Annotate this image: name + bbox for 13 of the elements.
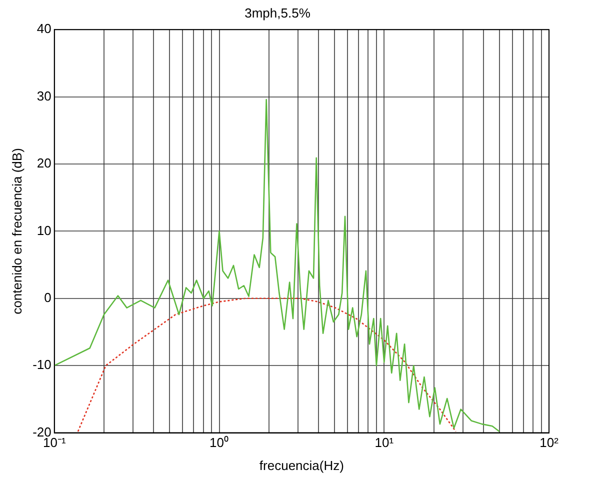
y-tick-label: 20 (36, 156, 52, 171)
x-tick-label: 10⁰ (210, 435, 229, 450)
y-tick-label: -10 (32, 357, 52, 372)
y-axis-title: contenido en frecuencia (dB) (9, 148, 24, 314)
x-tick-label: 10² (540, 435, 560, 450)
x-tick-label: 10¹ (374, 435, 394, 450)
y-tick-label: 0 (44, 290, 52, 305)
y-tick-label: -20 (32, 424, 52, 440)
x-axis-title: frecuencia(Hz) (259, 458, 344, 473)
chart-title: 3mph,5.5% (244, 5, 311, 20)
y-tick-label: 10 (36, 222, 52, 238)
y-tick-label: 30 (36, 88, 52, 104)
y-tick-label: 40 (36, 21, 52, 36)
